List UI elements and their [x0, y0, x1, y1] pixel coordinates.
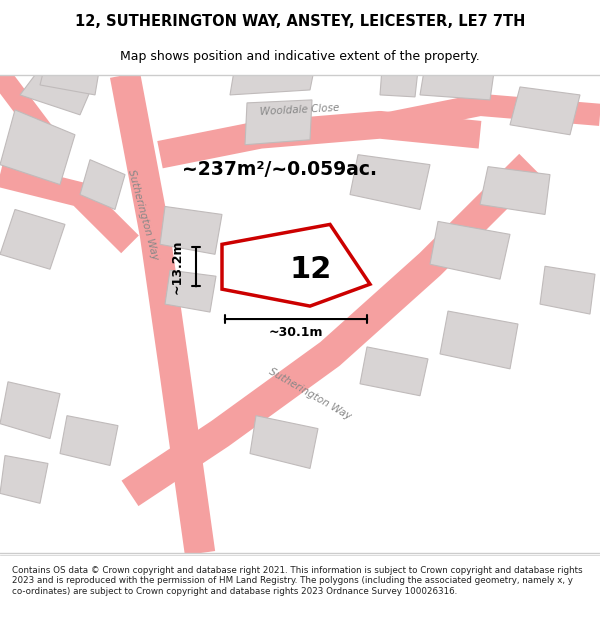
Text: Sutherington Way: Sutherington Way [126, 168, 160, 261]
Polygon shape [250, 416, 318, 469]
Polygon shape [80, 159, 125, 209]
Text: Wooldale Close: Wooldale Close [260, 102, 340, 117]
Text: Contains OS data © Crown copyright and database right 2021. This information is : Contains OS data © Crown copyright and d… [12, 566, 583, 596]
Polygon shape [0, 382, 60, 439]
Polygon shape [540, 266, 595, 314]
Polygon shape [0, 110, 75, 184]
Polygon shape [440, 311, 518, 369]
Polygon shape [0, 209, 65, 269]
Polygon shape [222, 224, 370, 306]
Polygon shape [165, 270, 216, 312]
Polygon shape [245, 100, 312, 145]
Polygon shape [20, 75, 95, 115]
Polygon shape [430, 221, 510, 279]
Polygon shape [60, 416, 118, 466]
Polygon shape [230, 65, 315, 95]
Text: Map shows position and indicative extent of the property.: Map shows position and indicative extent… [120, 50, 480, 62]
Text: ~30.1m: ~30.1m [269, 326, 323, 339]
Polygon shape [480, 167, 550, 214]
Polygon shape [40, 65, 100, 95]
Polygon shape [510, 87, 580, 135]
Polygon shape [350, 154, 430, 209]
Text: ~13.2m: ~13.2m [171, 239, 184, 294]
Text: 12: 12 [290, 255, 332, 284]
Text: ~237m²/~0.059ac.: ~237m²/~0.059ac. [182, 160, 377, 179]
Polygon shape [420, 65, 495, 100]
Polygon shape [160, 206, 222, 254]
Polygon shape [360, 347, 428, 396]
Polygon shape [0, 456, 48, 503]
Text: 12, SUTHERINGTON WAY, ANSTEY, LEICESTER, LE7 7TH: 12, SUTHERINGTON WAY, ANSTEY, LEICESTER,… [75, 14, 525, 29]
Text: Sutherington Way: Sutherington Way [267, 366, 353, 421]
Polygon shape [380, 68, 418, 97]
